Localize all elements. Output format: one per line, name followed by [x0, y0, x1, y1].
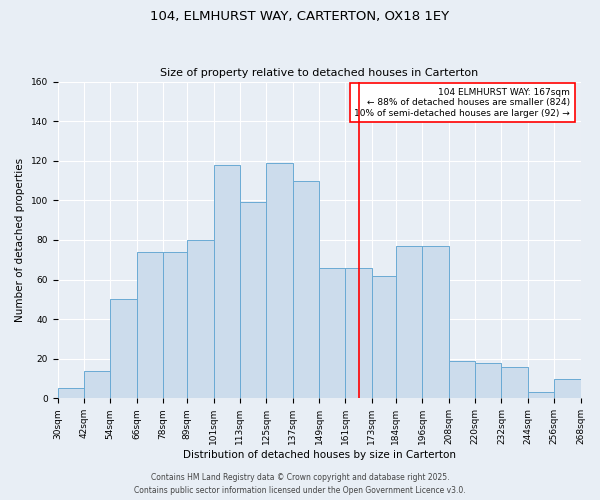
Bar [528, 392, 554, 398]
Bar [266, 162, 293, 398]
Y-axis label: Number of detached properties: Number of detached properties [15, 158, 25, 322]
Title: Size of property relative to detached houses in Carterton: Size of property relative to detached ho… [160, 68, 478, 78]
Bar [502, 366, 528, 398]
Bar [214, 164, 240, 398]
X-axis label: Distribution of detached houses by size in Carterton: Distribution of detached houses by size … [182, 450, 455, 460]
Bar [346, 268, 372, 398]
Bar [475, 362, 502, 398]
Bar [240, 202, 266, 398]
Bar [554, 378, 581, 398]
Bar [163, 252, 187, 398]
Bar [372, 276, 396, 398]
Text: Contains HM Land Registry data © Crown copyright and database right 2025.
Contai: Contains HM Land Registry data © Crown c… [134, 474, 466, 495]
Bar [319, 268, 346, 398]
Bar [422, 246, 449, 398]
Bar [58, 388, 84, 398]
Bar [449, 360, 475, 399]
Text: 104 ELMHURST WAY: 167sqm
← 88% of detached houses are smaller (824)
10% of semi-: 104 ELMHURST WAY: 167sqm ← 88% of detach… [354, 88, 570, 118]
Bar [110, 300, 137, 398]
Bar [396, 246, 422, 398]
Bar [293, 180, 319, 398]
Bar [84, 370, 110, 398]
Bar [137, 252, 163, 398]
Bar [187, 240, 214, 398]
Text: 104, ELMHURST WAY, CARTERTON, OX18 1EY: 104, ELMHURST WAY, CARTERTON, OX18 1EY [151, 10, 449, 23]
